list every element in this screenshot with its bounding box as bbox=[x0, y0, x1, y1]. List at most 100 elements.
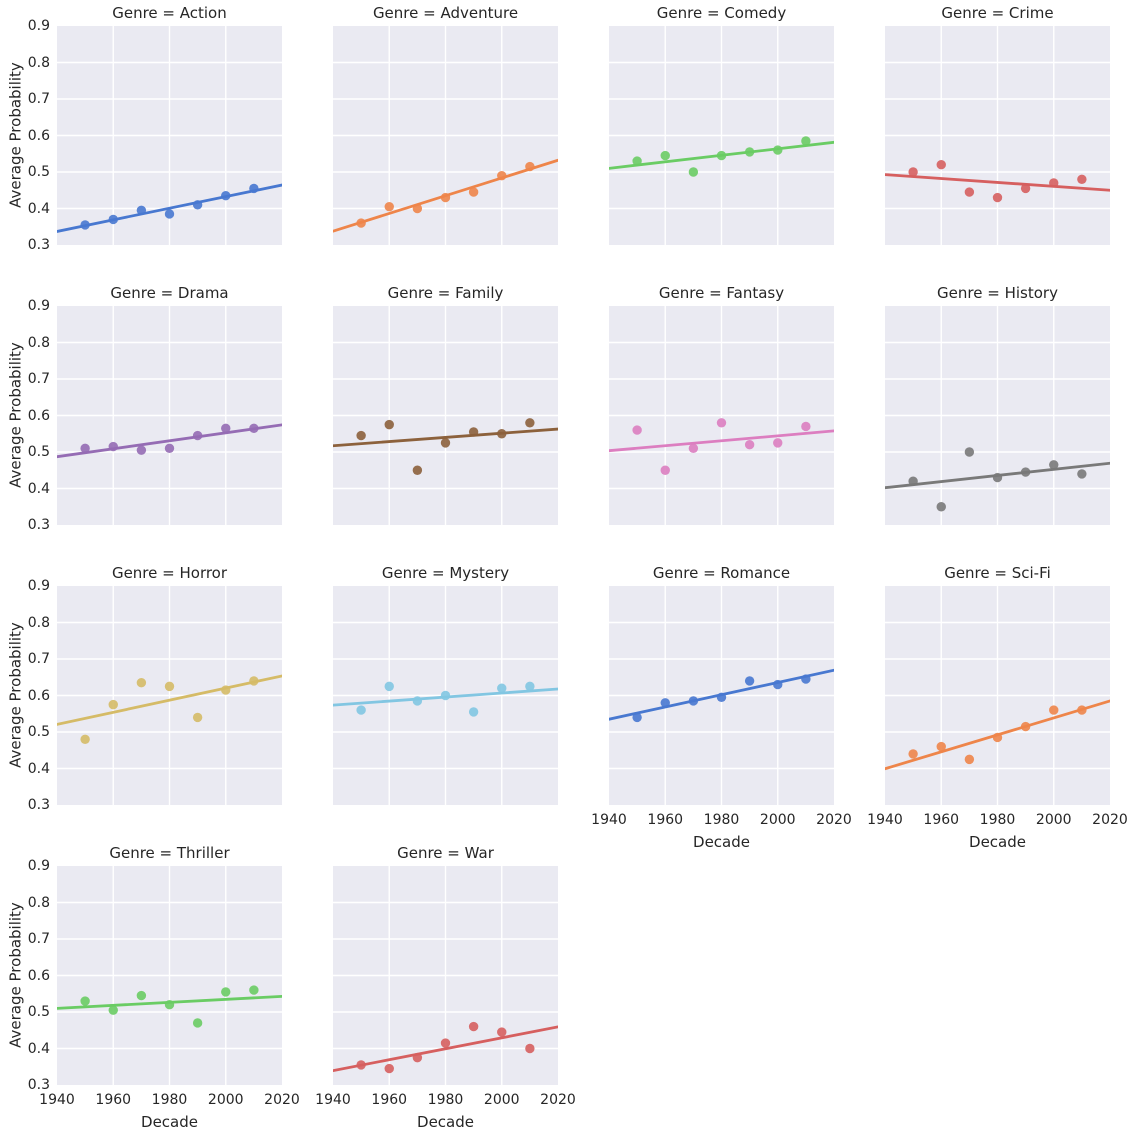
scatter-point bbox=[660, 150, 670, 161]
x-tick-label: 2000 bbox=[207, 1092, 244, 1108]
scatter-point bbox=[249, 183, 259, 194]
x-tick-label: 1940 bbox=[867, 812, 903, 828]
scatter-point bbox=[525, 681, 535, 692]
x-axis-label: Decade bbox=[693, 833, 750, 851]
scatter-point bbox=[1020, 183, 1031, 194]
scatter-point bbox=[936, 741, 946, 752]
scatter-point bbox=[468, 187, 479, 197]
scatter-point bbox=[744, 440, 755, 450]
x-tick-label: 2000 bbox=[1035, 812, 1072, 828]
scatter-point bbox=[440, 192, 451, 203]
scatter-point bbox=[221, 685, 231, 695]
x-tick-label: 1980 bbox=[427, 1092, 464, 1108]
regression-line bbox=[333, 427, 558, 448]
scatter-point bbox=[108, 441, 118, 452]
plot-area-fantasy bbox=[609, 306, 834, 525]
scatter-point bbox=[632, 425, 642, 435]
plot-area-crime bbox=[885, 26, 1110, 245]
scatter-point bbox=[80, 220, 90, 230]
subplot-title: Genre = Fantasy bbox=[658, 284, 785, 302]
scatter-point bbox=[384, 1063, 394, 1074]
scatter-point bbox=[164, 209, 175, 219]
scatter-point bbox=[356, 705, 366, 715]
scatter-point bbox=[136, 445, 147, 455]
x-axis-label: Decade bbox=[969, 833, 1026, 851]
subplot-title: Genre = History bbox=[937, 284, 1058, 302]
scatter-point bbox=[249, 676, 259, 686]
scatter-point bbox=[1020, 467, 1031, 477]
x-tick-label: 1960 bbox=[923, 812, 960, 828]
x-tick-label: 2020 bbox=[540, 1092, 576, 1108]
plot-area-sci-fi bbox=[885, 586, 1110, 805]
plot-area-drama bbox=[57, 306, 282, 525]
y-tick-label: 0.5 bbox=[27, 724, 50, 740]
scatter-point bbox=[632, 712, 642, 723]
plot-area-romance bbox=[609, 586, 834, 805]
subplot-title: Genre = War bbox=[397, 844, 494, 862]
scatter-point bbox=[108, 699, 118, 710]
y-tick-label: 0.4 bbox=[27, 200, 50, 217]
x-tick-label: 1940 bbox=[39, 1092, 75, 1108]
y-tick-label: 0.3 bbox=[27, 797, 50, 813]
scatter-point bbox=[249, 423, 259, 433]
plot-area-thriller bbox=[57, 866, 282, 1085]
x-tick-label: 1980 bbox=[151, 1092, 188, 1108]
scatter-point bbox=[221, 423, 231, 433]
scatter-point bbox=[108, 214, 118, 225]
scatter-point bbox=[908, 476, 918, 486]
scatter-point bbox=[688, 443, 699, 454]
y-tick-label: 0.8 bbox=[27, 614, 50, 631]
scatter-point bbox=[412, 465, 423, 475]
x-tick-label: 1980 bbox=[979, 812, 1016, 828]
x-tick-label: 2000 bbox=[483, 1092, 520, 1108]
plot-area-war bbox=[333, 866, 558, 1085]
scatter-point bbox=[412, 203, 423, 214]
scatter-point bbox=[992, 732, 1003, 743]
y-tick-label: 0.7 bbox=[27, 371, 50, 387]
y-tick-label: 0.8 bbox=[27, 894, 50, 911]
plot-area-comedy bbox=[609, 26, 834, 245]
y-tick-label: 0.9 bbox=[27, 578, 50, 594]
y-tick-label: 0.3 bbox=[27, 237, 50, 253]
subplot-title: Genre = Family bbox=[387, 284, 504, 302]
scatter-point bbox=[1077, 174, 1087, 184]
scatter-point bbox=[964, 447, 975, 457]
plot-area-action bbox=[57, 26, 282, 245]
y-tick-label: 0.6 bbox=[27, 967, 50, 984]
scatter-point bbox=[688, 696, 699, 706]
scatter-point bbox=[384, 681, 394, 692]
x-tick-label: 1980 bbox=[703, 812, 740, 828]
scatter-point bbox=[716, 418, 727, 428]
y-tick-label: 0.5 bbox=[27, 164, 50, 180]
scatter-point bbox=[412, 696, 423, 706]
x-tick-label: 1960 bbox=[647, 812, 684, 828]
y-axis-label: Average Probability bbox=[6, 341, 24, 488]
scatter-point bbox=[164, 681, 175, 692]
scatter-point bbox=[908, 749, 918, 759]
scatter-point bbox=[1077, 469, 1087, 479]
scatter-point bbox=[688, 167, 699, 177]
plot-area-adventure bbox=[333, 26, 558, 245]
scatter-point bbox=[1077, 705, 1087, 715]
scatter-point bbox=[384, 419, 394, 430]
scatter-point bbox=[801, 421, 811, 432]
y-tick-label: 0.9 bbox=[27, 18, 50, 34]
y-tick-label: 0.5 bbox=[27, 444, 50, 460]
y-tick-label: 0.9 bbox=[27, 298, 50, 314]
scatter-point bbox=[440, 690, 451, 701]
scatter-point bbox=[660, 698, 670, 708]
y-tick-label: 0.4 bbox=[27, 480, 50, 497]
y-axis-label: Average Probability bbox=[6, 621, 24, 768]
scatter-point bbox=[136, 678, 147, 688]
scatter-point bbox=[384, 201, 394, 212]
y-tick-label: 0.3 bbox=[27, 1077, 50, 1093]
scatter-point bbox=[660, 465, 670, 475]
scatter-point bbox=[80, 443, 90, 454]
subplot-title: Genre = Sci-Fi bbox=[944, 564, 1051, 582]
y-tick-label: 0.6 bbox=[27, 687, 50, 704]
x-tick-label: 2000 bbox=[759, 812, 796, 828]
scatter-point bbox=[716, 692, 727, 703]
scatter-point bbox=[801, 674, 811, 684]
x-tick-label: 2020 bbox=[1092, 812, 1128, 828]
scatter-point bbox=[992, 192, 1003, 203]
